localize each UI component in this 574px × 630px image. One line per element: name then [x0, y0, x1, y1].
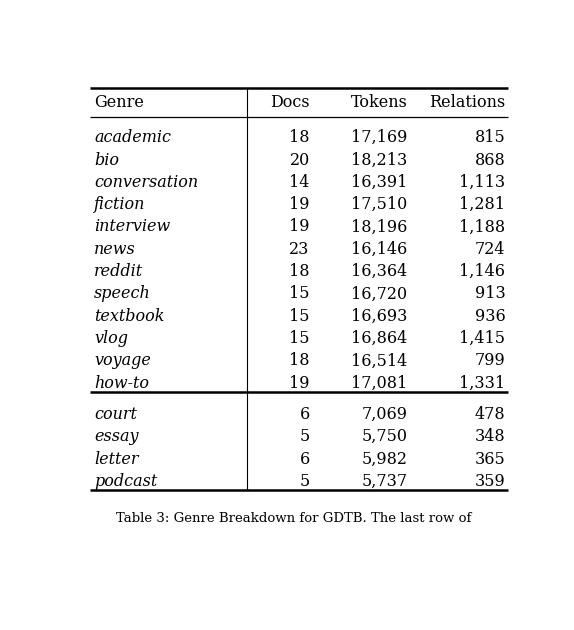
Text: 16,364: 16,364 [351, 263, 408, 280]
Text: Docs: Docs [270, 94, 310, 111]
Text: 15: 15 [289, 330, 310, 347]
Text: 1,331: 1,331 [459, 375, 506, 392]
Text: 936: 936 [475, 307, 506, 324]
Text: 6: 6 [300, 406, 310, 423]
Text: 16,514: 16,514 [351, 352, 408, 369]
Text: 19: 19 [289, 196, 310, 213]
Text: 18,196: 18,196 [351, 219, 408, 236]
Text: 5,982: 5,982 [362, 450, 408, 467]
Text: 19: 19 [289, 219, 310, 236]
Text: 18: 18 [289, 263, 310, 280]
Text: fiction: fiction [94, 196, 145, 213]
Text: 19: 19 [289, 375, 310, 392]
Text: 18,213: 18,213 [351, 151, 408, 168]
Text: Genre: Genre [94, 94, 144, 111]
Text: voyage: voyage [94, 352, 151, 369]
Text: news: news [94, 241, 135, 258]
Text: textbook: textbook [94, 307, 165, 324]
Text: 1,281: 1,281 [459, 196, 506, 213]
Text: conversation: conversation [94, 174, 198, 191]
Text: 16,693: 16,693 [351, 307, 408, 324]
Text: 5: 5 [300, 473, 310, 490]
Text: letter: letter [94, 450, 138, 467]
Text: 1,415: 1,415 [459, 330, 506, 347]
Text: 15: 15 [289, 307, 310, 324]
Text: 17,081: 17,081 [351, 375, 408, 392]
Text: Relations: Relations [429, 94, 506, 111]
Text: Table 3: Genre Breakdown for GDTB. The last row of: Table 3: Genre Breakdown for GDTB. The l… [117, 512, 472, 525]
Text: 20: 20 [289, 151, 310, 168]
Text: 17,510: 17,510 [351, 196, 408, 213]
Text: 478: 478 [475, 406, 506, 423]
Text: 18: 18 [289, 352, 310, 369]
Text: how-to: how-to [94, 375, 149, 392]
Text: podcast: podcast [94, 473, 157, 490]
Text: 868: 868 [475, 151, 506, 168]
Text: 348: 348 [475, 428, 506, 445]
Text: 16,864: 16,864 [351, 330, 408, 347]
Text: 15: 15 [289, 285, 310, 302]
Text: 5: 5 [300, 428, 310, 445]
Text: 365: 365 [475, 450, 506, 467]
Text: interview: interview [94, 219, 170, 236]
Text: Tokens: Tokens [351, 94, 408, 111]
Text: 17,169: 17,169 [351, 129, 408, 146]
Text: vlog: vlog [94, 330, 128, 347]
Text: essay: essay [94, 428, 138, 445]
Text: 1,188: 1,188 [459, 219, 506, 236]
Text: 16,146: 16,146 [351, 241, 408, 258]
Text: 359: 359 [475, 473, 506, 490]
Text: court: court [94, 406, 137, 423]
Text: 913: 913 [475, 285, 506, 302]
Text: academic: academic [94, 129, 171, 146]
Text: 16,720: 16,720 [351, 285, 408, 302]
Text: 7,069: 7,069 [362, 406, 408, 423]
Text: 14: 14 [289, 174, 310, 191]
Text: 6: 6 [300, 450, 310, 467]
Text: 16,391: 16,391 [351, 174, 408, 191]
Text: reddit: reddit [94, 263, 143, 280]
Text: 799: 799 [475, 352, 506, 369]
Text: 18: 18 [289, 129, 310, 146]
Text: speech: speech [94, 285, 151, 302]
Text: 815: 815 [475, 129, 506, 146]
Text: 5,737: 5,737 [362, 473, 408, 490]
Text: 1,113: 1,113 [459, 174, 506, 191]
Text: 724: 724 [475, 241, 506, 258]
Text: bio: bio [94, 151, 119, 168]
Text: 1,146: 1,146 [459, 263, 506, 280]
Text: 5,750: 5,750 [362, 428, 408, 445]
Text: 23: 23 [289, 241, 310, 258]
